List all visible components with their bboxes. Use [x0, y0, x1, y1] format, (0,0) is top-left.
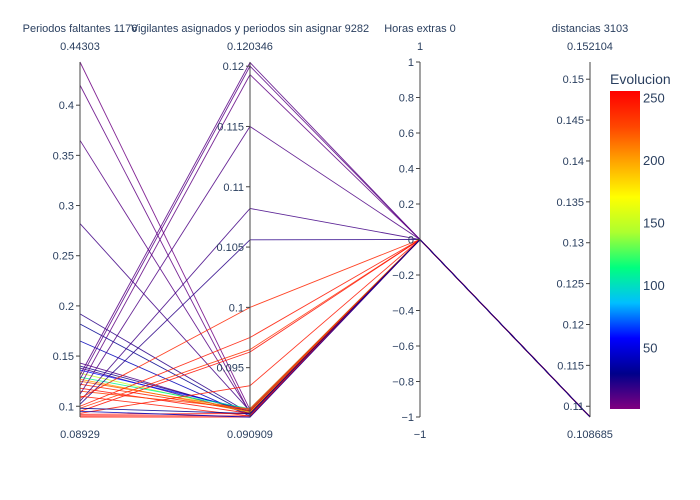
axis-tick-label-2-4: −0.2: [392, 270, 414, 282]
axis-tick-label-0-3: 0.25: [53, 251, 74, 263]
axis-tick-label-0-5: 0.35: [53, 150, 74, 162]
axis-1[interactable]: Vigilantes asignados y periodos sin asig…: [131, 23, 369, 441]
axis-tick-label-1-3: 0.11: [223, 182, 244, 194]
axis-tick-label-3-0: 0.11: [563, 401, 584, 413]
axis-tick-label-3-6: 0.14: [563, 156, 584, 168]
colorbar-title: Evolucion: [610, 71, 671, 87]
axis-3[interactable]: distancias 3103 0.152104 0.108685 0.11 0.115…: [552, 23, 628, 441]
colorbar-tick-3: 200: [643, 153, 665, 168]
axis-tick-label-3-7: 0.145: [556, 115, 584, 127]
axis-range-max-0: 0.44303: [60, 41, 100, 53]
axis-tick-label-2-2: −0.6: [392, 341, 414, 353]
axis-tick-label-1-1: 0.1: [229, 302, 244, 314]
axis-tick-label-1-4: 0.115: [217, 121, 244, 133]
axis-tick-label-3-1: 0.115: [557, 360, 584, 372]
axis-tick-label-2-5: 0: [408, 235, 414, 247]
axis-2[interactable]: Horas extras 0 1 −1−1 −0.8 −0.6 −0.4 −0.2 0 0.2 0…: [384, 23, 456, 441]
colorbar-tick-4: 250: [643, 90, 665, 105]
axis-tick-label-0-1: 0.15: [53, 351, 74, 363]
axis-range-max-1: 0.120346: [227, 41, 273, 53]
axis-range-min-1: 0.090909: [227, 429, 273, 441]
axis-title-3: distancias 3103: [552, 23, 628, 35]
axis-0[interactable]: Periodos faltantes 1176 0.44303 0.08929 0.1…: [23, 23, 138, 441]
axis-range-max-3: 0.152104: [567, 41, 613, 53]
data-line-19: [79, 65, 591, 418]
axis-tick-label-2-7: 0.4: [399, 164, 414, 176]
axis-tick-label-0-6: 0.4: [59, 100, 74, 112]
axis-range-min-0: 0.08929: [60, 429, 100, 441]
axis-tick-label-2-10: 1: [408, 57, 414, 69]
data-line-20: [79, 73, 591, 418]
axis-tick-label-1-5: 0.12: [223, 61, 244, 73]
axis-tick-label-0-0: 0.1: [59, 401, 74, 413]
colorbar-tick-2: 150: [643, 215, 665, 230]
axis-tick-label-2-0: −1: [401, 412, 414, 424]
polyline-layer: [79, 61, 591, 418]
axis-range-min-2: −1: [414, 429, 427, 441]
axis-tick-label-1-0: 0.095: [216, 363, 244, 375]
axis-tick-label-0-4: 0.3: [59, 201, 74, 213]
axis-tick-label-3-5: 0.135: [556, 197, 584, 209]
axis-range-min-3: 0.108685: [567, 429, 613, 441]
data-line-1: [79, 84, 591, 418]
data-line-34: [79, 238, 591, 418]
data-line-21: [79, 125, 591, 418]
axis-tick-label-1-2: 0.105: [216, 242, 244, 254]
axis-tick-label-0-2: 0.2: [59, 301, 74, 313]
axis-tick-label-2-6: 0.2: [399, 199, 414, 211]
axis-title-0: Periodos faltantes 1176: [23, 23, 138, 35]
axis-tick-label-3-2: 0.12: [563, 319, 584, 331]
axis-tick-label-2-9: 0.8: [399, 93, 414, 105]
axis-tick-label-2-3: −0.4: [392, 306, 414, 318]
axis-tick-label-3-8: 0.15: [563, 74, 584, 86]
colorbar-gradient: [610, 91, 640, 409]
colorbar: Evolucion 50 100 150 200 250: [610, 71, 671, 409]
axis-tick-label-2-8: 0.6: [399, 128, 414, 140]
axis-title-2: Horas extras 0: [384, 23, 456, 35]
axis-range-max-2: 1: [417, 41, 423, 53]
axis-tick-label-2-1: −0.8: [392, 377, 414, 389]
axis-tick-label-3-4: 0.13: [563, 238, 584, 250]
axis-tick-label-3-3: 0.125: [556, 279, 584, 291]
colorbar-tick-1: 100: [643, 278, 665, 293]
colorbar-tick-0: 50: [643, 341, 657, 356]
axis-title-1: Vigilantes asignados y periodos sin asig…: [131, 23, 369, 35]
axes-layer: Periodos faltantes 1176 0.44303 0.08929 0.1…: [23, 23, 629, 441]
